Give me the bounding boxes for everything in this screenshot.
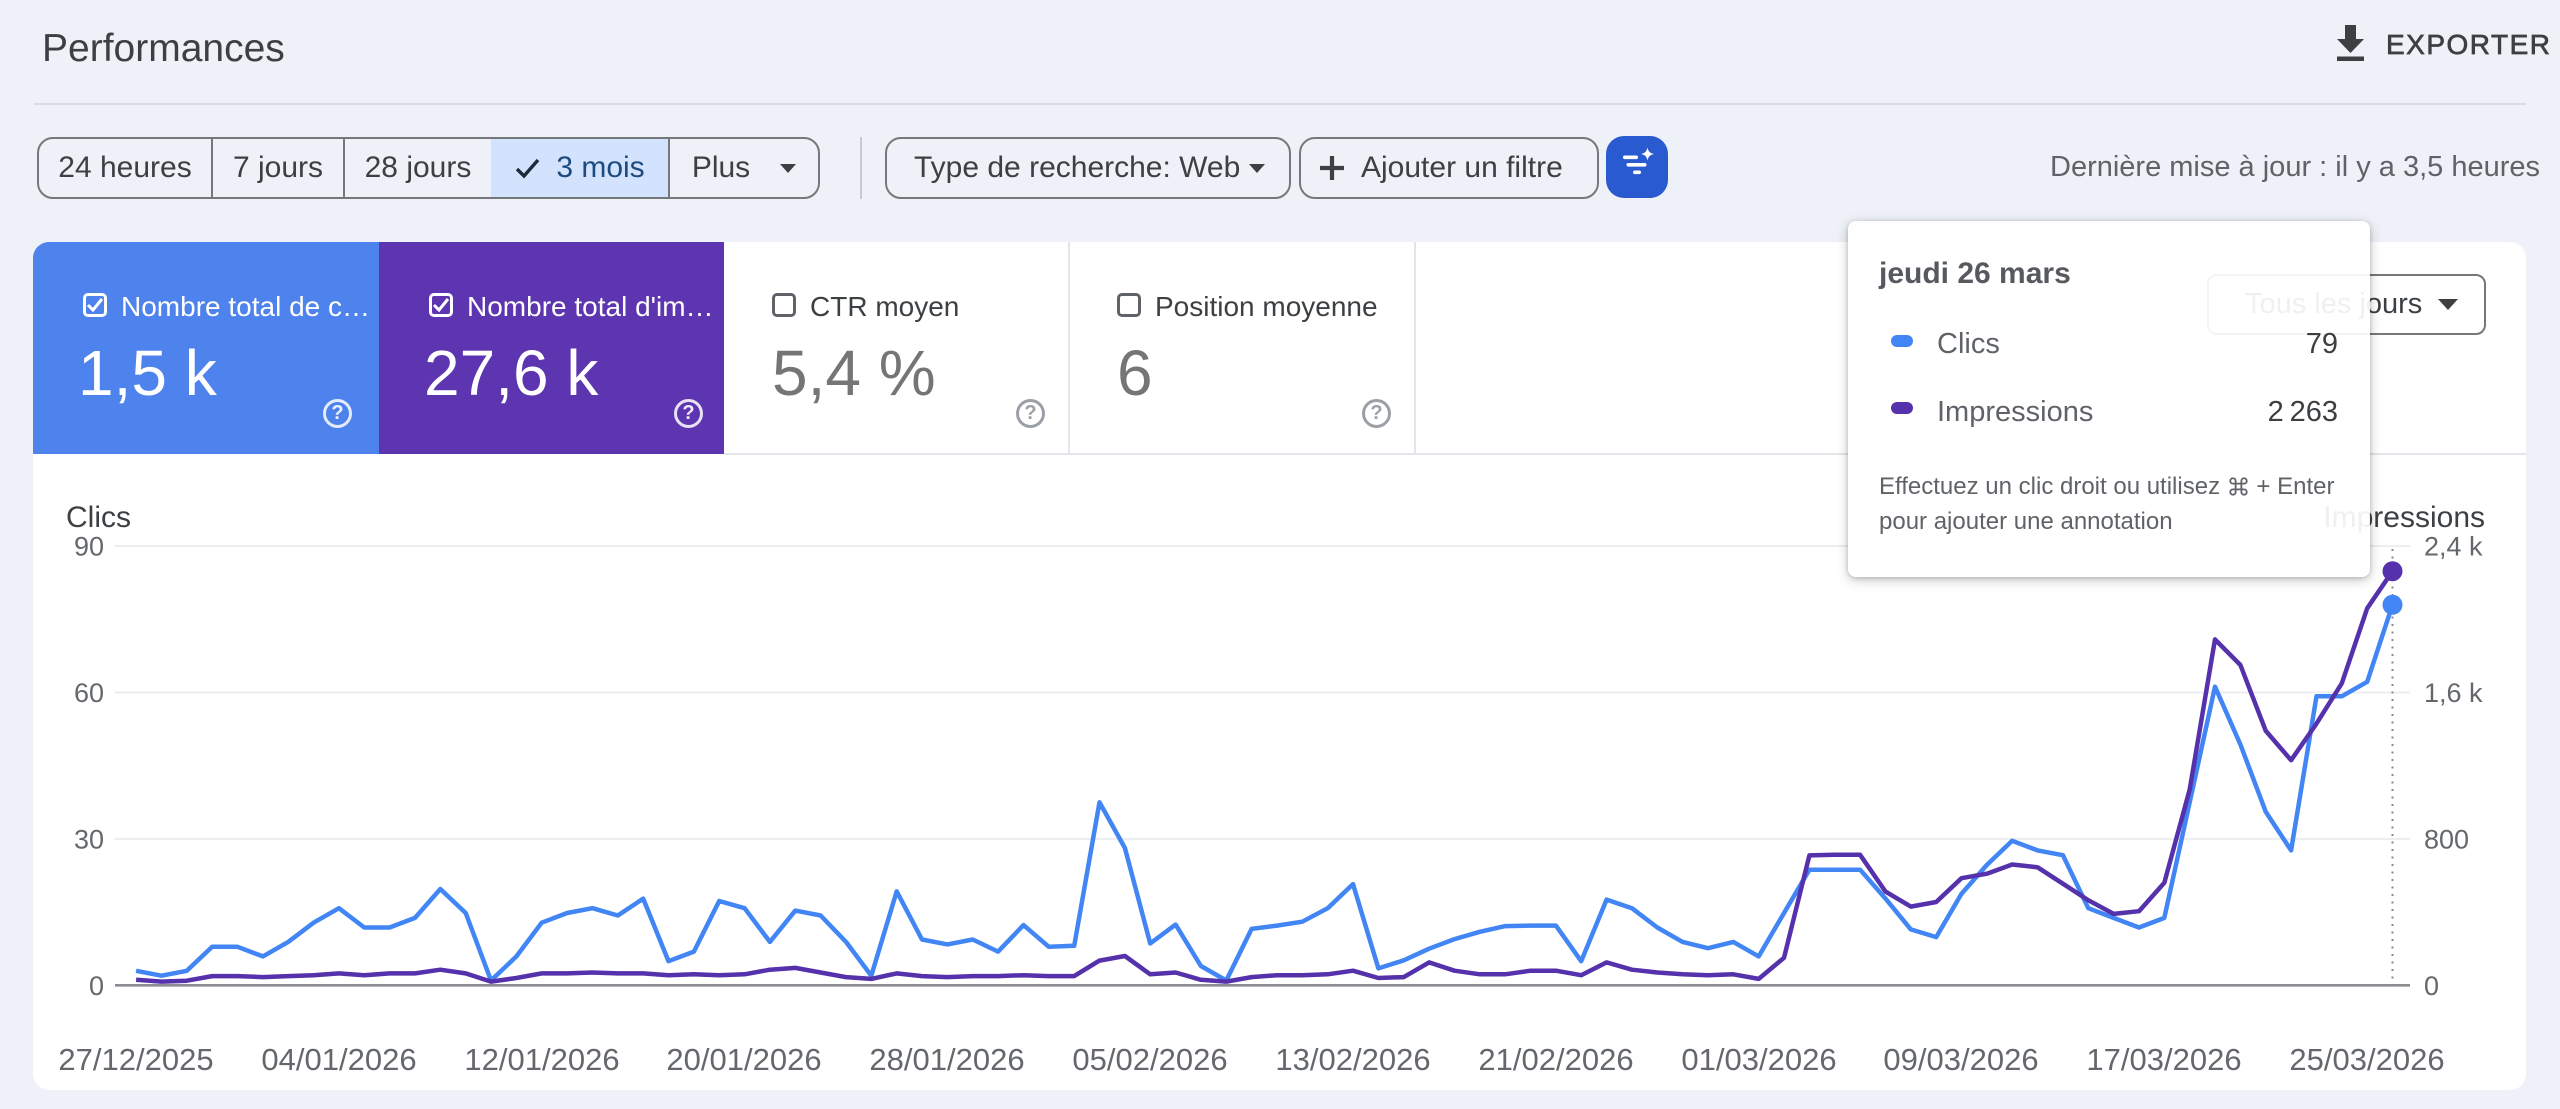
- svg-text:05/02/2026: 05/02/2026: [1072, 1042, 1227, 1077]
- svg-text:09/03/2026: 09/03/2026: [1883, 1042, 2038, 1077]
- svg-text:17/03/2026: 17/03/2026: [2086, 1042, 2241, 1077]
- svg-text:30: 30: [74, 824, 104, 854]
- svg-text:12/01/2026: 12/01/2026: [464, 1042, 619, 1077]
- svg-text:0: 0: [89, 971, 104, 1001]
- svg-text:01/03/2026: 01/03/2026: [1681, 1042, 1836, 1077]
- svg-text:04/01/2026: 04/01/2026: [261, 1042, 416, 1077]
- svg-text:90: 90: [74, 532, 104, 562]
- svg-text:25/03/2026: 25/03/2026: [2289, 1042, 2444, 1077]
- svg-text:13/02/2026: 13/02/2026: [1275, 1042, 1430, 1077]
- svg-text:21/02/2026: 21/02/2026: [1478, 1042, 1633, 1077]
- svg-text:20/01/2026: 20/01/2026: [666, 1042, 821, 1077]
- svg-text:2,4 k: 2,4 k: [2424, 532, 2483, 562]
- svg-text:28/01/2026: 28/01/2026: [869, 1042, 1024, 1077]
- svg-text:Clics: Clics: [66, 501, 131, 534]
- svg-text:27/12/2025: 27/12/2025: [58, 1042, 213, 1077]
- svg-text:1,6 k: 1,6 k: [2424, 678, 2483, 708]
- svg-text:800: 800: [2424, 824, 2469, 854]
- svg-text:60: 60: [74, 678, 104, 708]
- svg-text:0: 0: [2424, 971, 2439, 1001]
